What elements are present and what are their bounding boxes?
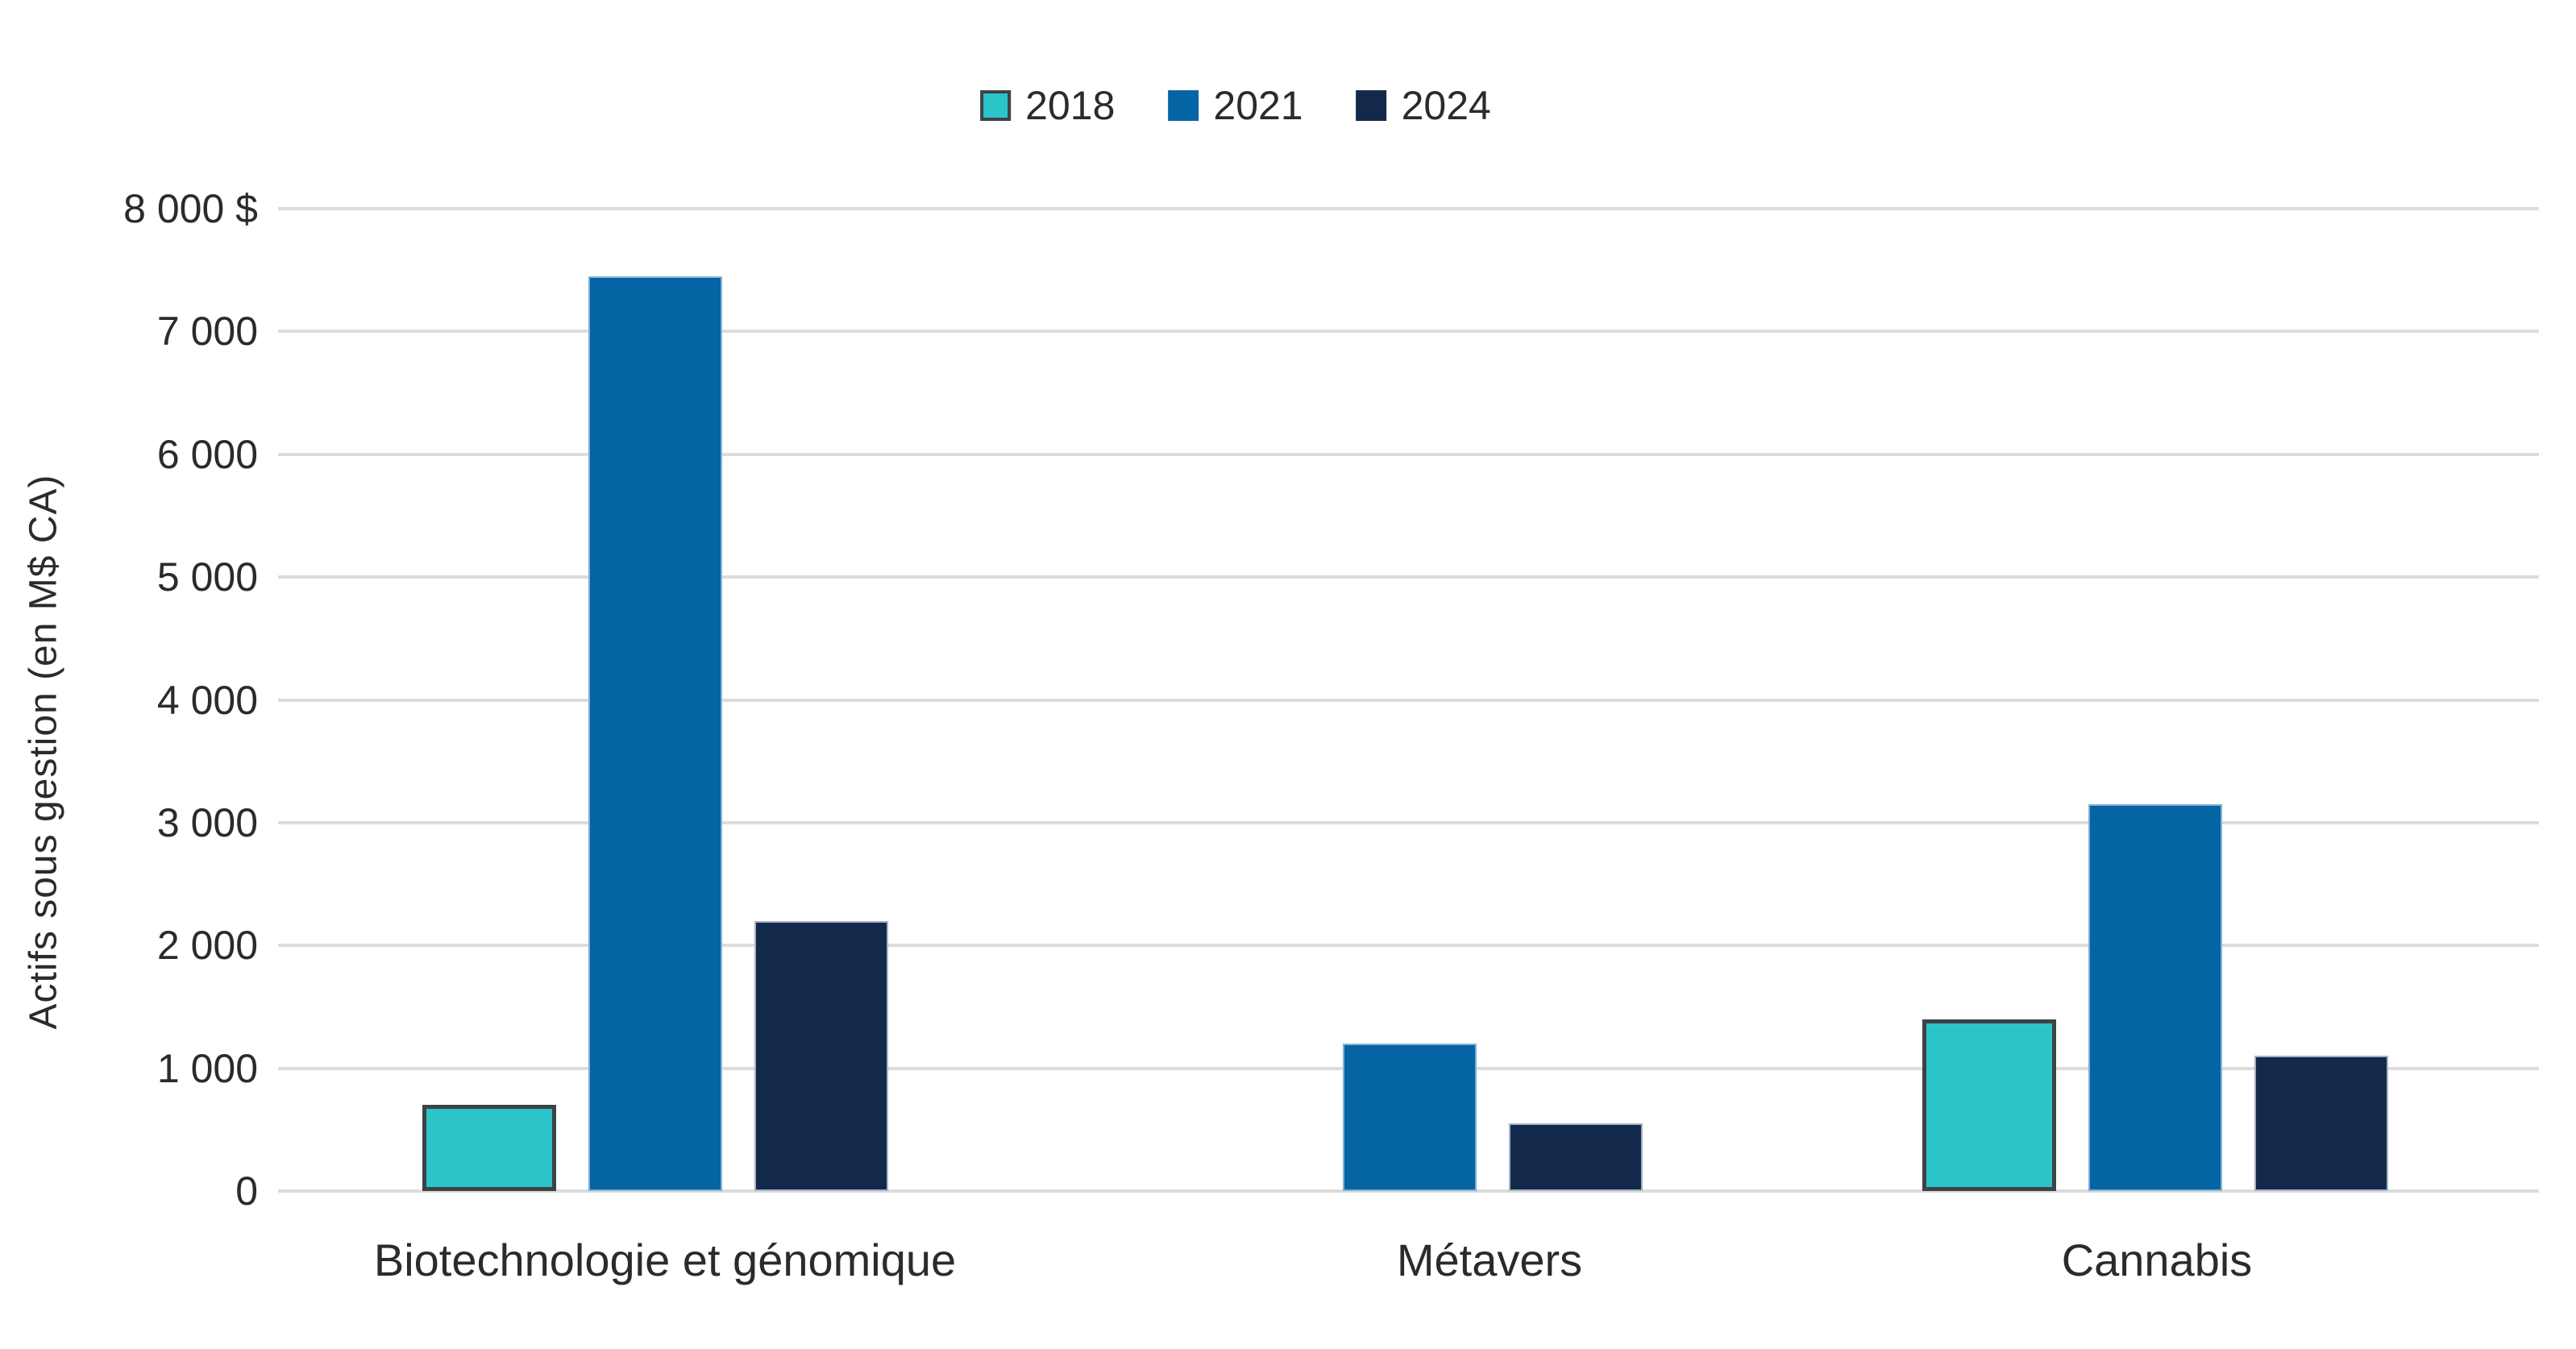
legend-label-2024: 2024 [1401, 83, 1491, 128]
y-tick-label-2000: 2 000 [156, 923, 258, 969]
legend-item-2018: 2018 [980, 82, 1115, 129]
gridline-7000 [278, 330, 2539, 334]
gridline-2000 [278, 944, 2539, 948]
bar-biotechnologie-et-genomique-2021 [588, 276, 722, 1191]
gridline-6000 [278, 452, 2539, 456]
legend-label-2021: 2021 [1213, 83, 1303, 128]
bar-cannabis-2018 [1922, 1019, 2056, 1191]
y-tick-label-8000: 8 000 $ [123, 186, 258, 231]
y-tick-label-4000: 4 000 [156, 677, 258, 723]
category-label-cannabis: Cannabis [2061, 1235, 2253, 1285]
y-tick-label-5000: 5 000 [156, 554, 258, 600]
bar-biotechnologie-et-genomique-2018 [422, 1105, 556, 1191]
chart-legend: 2018 2021 2024 [980, 82, 1491, 129]
gridline-0 [278, 1189, 2539, 1193]
bar-cannabis-2024 [2254, 1056, 2388, 1191]
bar-cannabis-2021 [2088, 804, 2222, 1191]
legend-swatch-2018 [980, 90, 1012, 121]
legend-item-2021: 2021 [1168, 82, 1303, 129]
y-tick-label-1000: 1 000 [156, 1045, 258, 1091]
gridline-4000 [278, 698, 2539, 702]
y-tick-label-3000: 3 000 [156, 799, 258, 845]
bar-metavers-2024 [1509, 1123, 1643, 1191]
bar-metavers-2021 [1343, 1044, 1477, 1191]
legend-swatch-2024 [1356, 90, 1387, 121]
legend-label-2018: 2018 [1025, 83, 1116, 128]
bar-biotechnologie-et-genomique-2024 [754, 921, 888, 1191]
y-tick-label-7000: 7 000 [156, 309, 258, 355]
gridline-3000 [278, 820, 2539, 824]
legend-item-2024: 2024 [1356, 82, 1491, 129]
gridline-5000 [278, 575, 2539, 579]
y-tick-label-0: 0 [235, 1168, 258, 1214]
legend-swatch-2021 [1168, 90, 1199, 121]
y-tick-label-6000: 6 000 [156, 431, 258, 477]
gridline-8000 [278, 207, 2539, 210]
category-label-biotechnologie-et-genomique: Biotechnologie et génomique [373, 1235, 957, 1285]
category-label-metavers: Métavers [1396, 1235, 1583, 1285]
